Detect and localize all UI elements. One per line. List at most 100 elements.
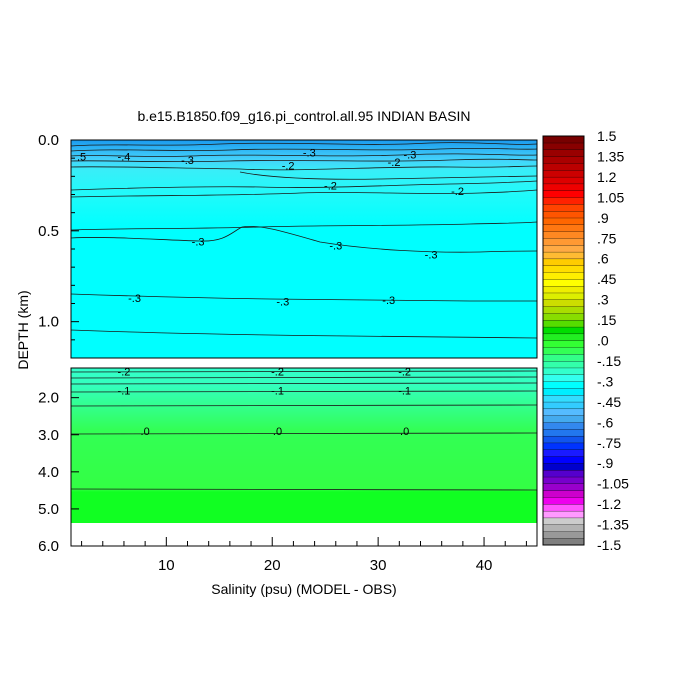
colorbar-swatch: [542, 313, 585, 321]
colorbar-label: -.6: [597, 414, 614, 430]
contour-line: [70, 153, 538, 157]
colorbar-swatch: [542, 401, 585, 410]
contour-label: -.3: [276, 297, 289, 309]
contour-line: [70, 432, 538, 435]
colorbar-swatch: [542, 183, 585, 191]
y-tick-label: 4.0: [38, 464, 59, 481]
colorbar-label: .45: [597, 271, 617, 287]
chart-title: b.e15.B1850.f09_g16.pi_control.all.95 IN…: [137, 108, 470, 124]
contour-label: -.3: [382, 295, 395, 307]
colorbar: [542, 135, 585, 546]
colorbar-swatch: [542, 388, 585, 396]
y-tick-label: 3.0: [38, 427, 59, 444]
colorbar-swatch: [542, 333, 585, 341]
contour-label: -.2: [118, 367, 131, 379]
colorbar-label: -1.5: [597, 537, 621, 553]
colorbar-swatch: [542, 353, 585, 362]
colorbar-swatch: [542, 442, 585, 450]
colorbar-swatch: [542, 408, 585, 416]
colorbar-label: 1.05: [597, 189, 624, 205]
x-tick-label: 30: [370, 557, 387, 574]
contour-line: [70, 142, 538, 147]
upper-contour-labels: .5 -.4 -.3-.3 -.3-.2 -.2-.2 -.2-.3 -.3-.3-.3 -.…: [77, 148, 464, 309]
contour-label: .0: [141, 426, 150, 438]
contour-label: -.3: [403, 150, 416, 162]
colorbar-label: 1.2: [597, 169, 617, 185]
upper-panel-fill: [71, 140, 537, 358]
contour-label: -.3: [425, 249, 438, 261]
contour-line: [70, 390, 538, 393]
colorbar-label: -1.05: [597, 476, 629, 492]
lower-panel-frame: [70, 367, 538, 547]
colorbar-swatch: [542, 231, 585, 239]
y-tick-label: 2.0: [38, 390, 59, 407]
x-tick-label: 40: [476, 557, 493, 574]
colorbar-swatch: [542, 285, 585, 294]
colorbar-swatch: [542, 531, 585, 539]
colorbar-swatch: [542, 278, 585, 287]
y-tick-label: 0.0: [38, 132, 59, 149]
colorbar-swatch: [542, 463, 585, 471]
colorbar-swatch: [542, 197, 585, 205]
colorbar-swatch: [542, 476, 585, 485]
contour-line: [70, 225, 538, 253]
colorbar-label: 1.35: [597, 148, 624, 164]
contour-label: -.3: [128, 293, 141, 305]
colorbar-label: -1.35: [597, 517, 629, 533]
contour-label: -.2: [398, 367, 411, 379]
colorbar-swatch: [542, 517, 585, 525]
contour-line: [70, 180, 538, 191]
colorbar-swatch: [542, 265, 585, 273]
contour-line: [70, 404, 538, 407]
colorbar-swatch: [542, 238, 585, 246]
colorbar-swatch: [542, 394, 585, 403]
contour-label: -.2: [271, 367, 284, 379]
contour-label: -.1: [398, 385, 411, 397]
colorbar-swatch: [542, 435, 585, 444]
lower-panel: -.2 -.2 -.2 -.1 -.1 -.1 .0 .0 .0 2.0 3.0 4.0 5.0 6.0: [38, 367, 538, 555]
y-tick-label: 1.0: [38, 314, 59, 331]
contour-label: -.4: [118, 151, 131, 163]
colorbar-swatch: [542, 135, 585, 144]
colorbar-label: -.9: [597, 455, 614, 471]
x-tick-label: 10: [158, 557, 175, 574]
colorbar-swatch: [542, 326, 585, 335]
contour-line: [70, 147, 538, 152]
upper-y-axis: 0.0 0.5 1.0: [38, 132, 79, 341]
colorbar-swatch: [542, 224, 585, 232]
colorbar-swatch: [542, 217, 585, 225]
colorbar-swatch: [542, 258, 585, 266]
contour-label: -.1: [271, 385, 284, 397]
colorbar-swatch: [542, 190, 585, 198]
colorbar-swatch: [542, 510, 585, 519]
colorbar-swatch: [542, 360, 585, 369]
colorbar-swatch: [542, 306, 585, 314]
contour-label: -.3: [181, 155, 194, 167]
colorbar-label: .9: [597, 210, 609, 226]
contour-label: -.1: [118, 385, 131, 397]
x-axis: 10 20 30 40: [81, 537, 527, 574]
colorbar-swatch: [542, 299, 585, 307]
y-axis-label: DEPTH (km): [15, 290, 31, 369]
colorbar-swatch: [542, 483, 585, 491]
colorbar-label: -.3: [597, 373, 614, 389]
contour-label: -.2: [282, 160, 295, 172]
lower-y-axis: 2.0 3.0 4.0 5.0 6.0: [38, 390, 79, 555]
colorbar-swatch: [542, 292, 585, 300]
contour-line: [70, 189, 538, 198]
contour-line: [70, 329, 538, 339]
contour-line: [70, 382, 538, 385]
colorbar-swatch: [542, 422, 585, 430]
lower-panel-fill: [71, 368, 537, 523]
contour-label: -.3: [303, 148, 316, 160]
contour-label: -.2: [388, 157, 401, 169]
y-tick-label: 5.0: [38, 501, 59, 518]
contour-label: -.2: [324, 180, 337, 192]
colorbar-label: .0: [597, 333, 609, 349]
contour-label: -.2: [451, 186, 464, 198]
contour-line: [70, 376, 538, 379]
colorbar-swatch: [542, 210, 585, 219]
colorbar-swatch: [542, 142, 585, 150]
contour-label: -.3: [192, 237, 205, 249]
